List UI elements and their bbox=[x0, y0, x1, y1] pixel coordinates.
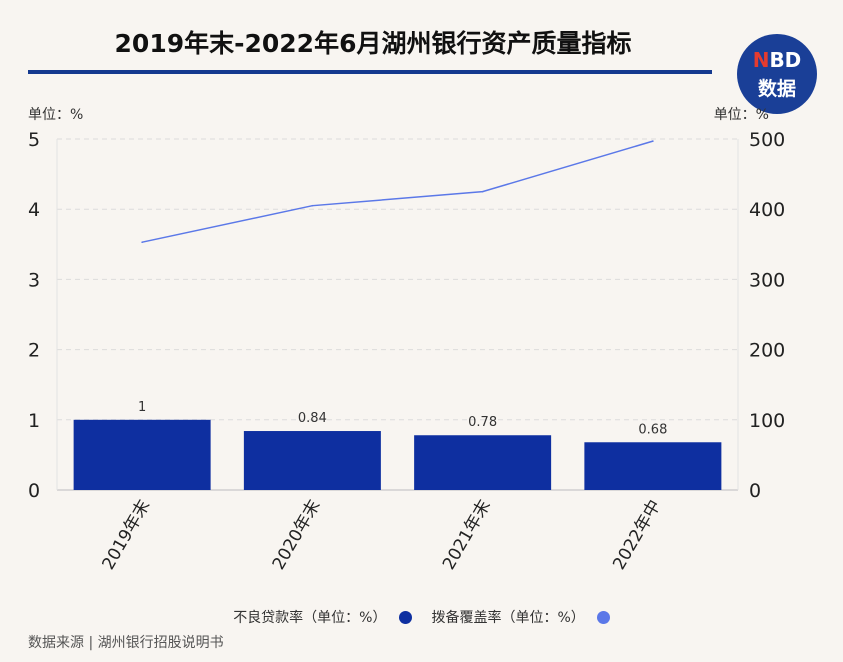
left-tick-label-1: 1 bbox=[28, 410, 40, 432]
right-tick-label-1: 100 bbox=[749, 410, 785, 432]
legend: 不良贷款率（单位：%） 拨备覆盖率（单位：%） bbox=[0, 607, 843, 627]
logo-text-bottom: 数据 bbox=[757, 78, 796, 100]
nbd-logo: NBD 数据 bbox=[737, 34, 817, 114]
bar-label-0: 1 bbox=[138, 400, 146, 415]
bar-label-2: 0.78 bbox=[468, 415, 497, 430]
right-axis-unit: 单位：% bbox=[713, 107, 769, 123]
left-tick-label-0: 0 bbox=[28, 480, 40, 502]
bar-labels: 1 0.84 0.78 0.68 bbox=[138, 400, 667, 437]
bar-series bbox=[73, 419, 722, 490]
legend-swatch-npl bbox=[398, 610, 412, 624]
right-tick-label-2: 200 bbox=[749, 340, 785, 362]
logo-text-top: NBD bbox=[752, 48, 802, 72]
coverage-line bbox=[141, 140, 654, 243]
coverage-point-2 bbox=[481, 190, 484, 193]
x-tick-label-3: 2022年中 bbox=[609, 497, 665, 574]
line-series bbox=[141, 140, 654, 243]
right-tick-label-3: 300 bbox=[749, 269, 785, 291]
left-axis-unit: 单位：% bbox=[28, 107, 84, 123]
x-tick-label-2: 2021年末 bbox=[439, 497, 495, 574]
bar-0 bbox=[73, 419, 211, 490]
bar-1 bbox=[243, 431, 381, 490]
right-tick-label-0: 0 bbox=[749, 480, 761, 502]
bar-2 bbox=[414, 435, 552, 490]
left-tick-label-3: 3 bbox=[28, 269, 40, 291]
right-tick-label-5: 500 bbox=[749, 129, 785, 151]
left-axis-ticks: 0 1 2 3 4 5 bbox=[28, 129, 40, 502]
title-underline bbox=[28, 70, 712, 74]
legend-item-coverage: 拨备覆盖率（单位：%） bbox=[432, 607, 610, 627]
legend-label-npl: 不良贷款率（单位：%） bbox=[233, 610, 387, 626]
left-tick-label-2: 2 bbox=[28, 340, 40, 362]
coverage-point-3 bbox=[652, 140, 654, 142]
chart-title: 2019年末-2022年6月湖州银行资产质量指标 bbox=[114, 29, 632, 58]
x-axis-labels: 2019年末 2020年末 2021年末 2022年中 bbox=[99, 497, 666, 574]
legend-label-coverage: 拨备覆盖率（单位：%） bbox=[431, 610, 585, 626]
bar-label-3: 0.68 bbox=[638, 422, 667, 437]
coverage-point-0 bbox=[141, 241, 143, 243]
x-tick-label-0: 2019年末 bbox=[99, 497, 155, 574]
right-tick-label-4: 400 bbox=[749, 199, 785, 221]
bar-3 bbox=[584, 442, 722, 490]
left-tick-label-5: 5 bbox=[28, 129, 40, 151]
legend-swatch-coverage bbox=[596, 610, 610, 624]
x-tick-label-1: 2020年末 bbox=[269, 497, 325, 574]
coverage-point-1 bbox=[311, 204, 314, 207]
legend-item-npl: 不良贷款率（单位：%） bbox=[233, 607, 412, 627]
bar-label-1: 0.84 bbox=[298, 411, 327, 426]
data-source: 数据来源 | 湖州银行招股说明书 bbox=[28, 635, 224, 651]
right-axis-ticks: 0 100 200 300 400 500 bbox=[749, 129, 785, 502]
left-tick-label-4: 4 bbox=[28, 199, 40, 221]
